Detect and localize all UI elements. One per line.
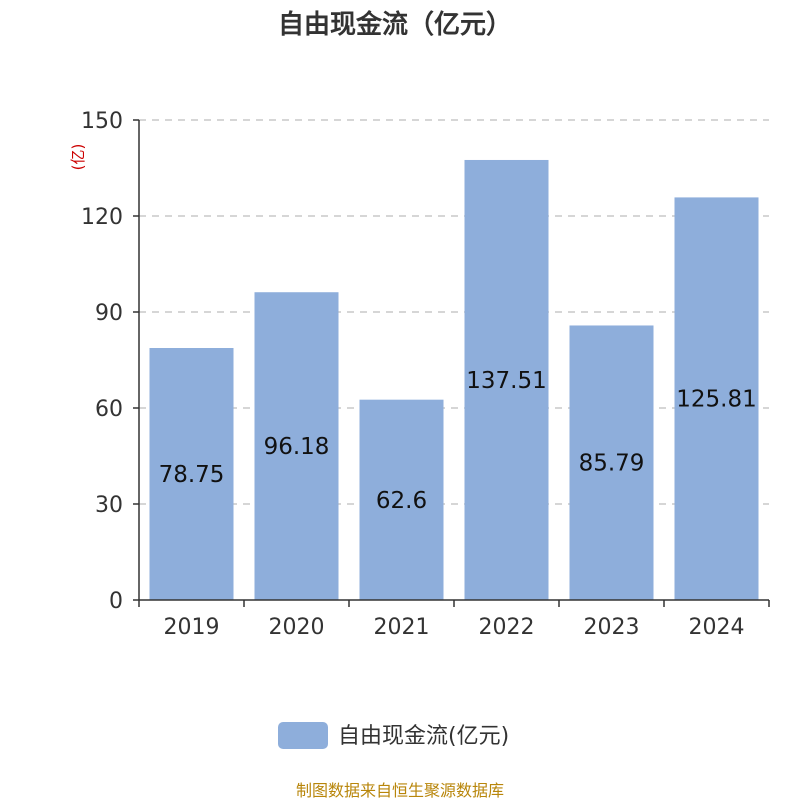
bar-2023: [569, 325, 654, 600]
bar-2019: [149, 348, 234, 600]
bar-value-label-2024: 125.81: [676, 387, 756, 413]
y-axis-unit: (亿): [69, 144, 87, 171]
x-tick-label-0: 2019: [164, 615, 220, 640]
bar-value-label-2022: 137.51: [466, 368, 546, 394]
y-tick-label-3: 90: [95, 301, 123, 326]
axes: [133, 119, 770, 607]
x-tick-label-1: 2020: [269, 615, 325, 640]
chart-title: 自由现金流（亿元）: [278, 9, 512, 40]
y-tick-label-0: 0: [109, 589, 123, 614]
y-tick-label-1: 30: [95, 493, 123, 518]
x-tick-label-5: 2024: [689, 615, 745, 640]
legend[interactable]: 自由现金流(亿元): [278, 722, 509, 749]
y-tick-label-4: 120: [81, 205, 123, 230]
x-tick-label-4: 2023: [584, 615, 640, 640]
grid: [139, 119, 769, 505]
bars: [149, 159, 759, 600]
x-tick-label-3: 2022: [479, 615, 535, 640]
bar-2020: [254, 292, 339, 600]
bar-2022: [464, 159, 549, 600]
legend-swatch[interactable]: [278, 722, 328, 749]
tick-labels: 0 30 60 90 120 150 2019 2020 2021 2022 2023 2024: [81, 109, 745, 640]
legend-label[interactable]: 自由现金流(亿元): [338, 724, 509, 749]
x-tick-label-2: 2021: [374, 615, 430, 640]
bar-value-label-2019: 78.75: [159, 462, 225, 488]
bar-labels: 78.75 96.18 62.6 137.51 85.79 125.81: [159, 368, 757, 514]
bar-2021: [359, 399, 444, 600]
bar-value-label-2021: 62.6: [376, 488, 427, 514]
bar-value-label-2023: 85.79: [579, 451, 645, 477]
bar-value-label-2020: 96.18: [264, 434, 330, 460]
source-note: 制图数据来自恒生聚源数据库: [296, 781, 504, 800]
bar-2024: [674, 197, 759, 600]
y-tick-label-5: 150: [81, 109, 123, 134]
y-tick-label-2: 60: [95, 397, 123, 422]
